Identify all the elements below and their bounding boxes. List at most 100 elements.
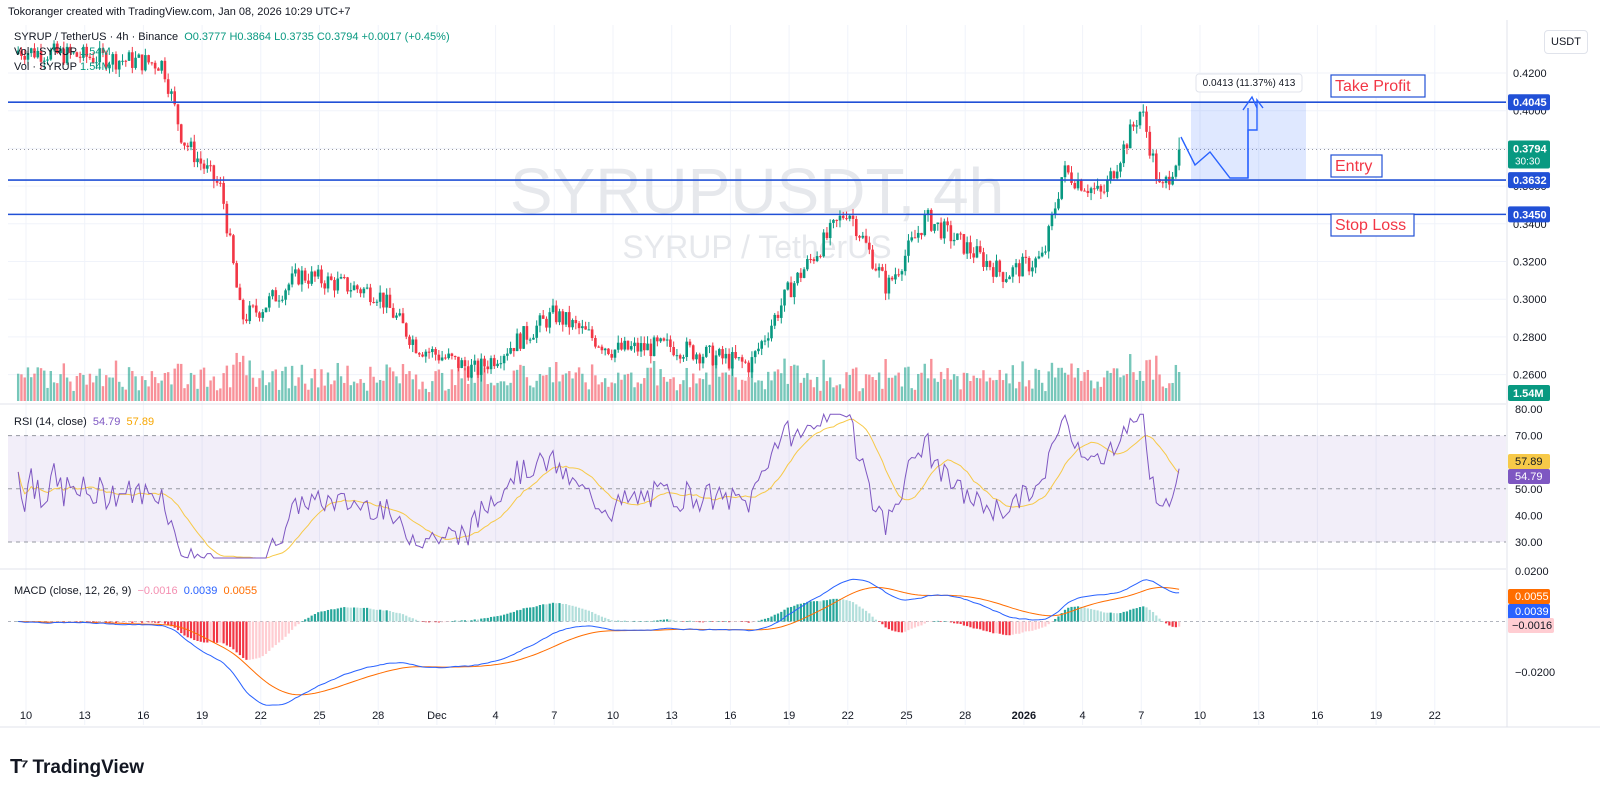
macd-hist-bar [1034, 621, 1037, 630]
volume-bar [225, 365, 229, 401]
volume-bar [408, 371, 411, 401]
volume-bar [1135, 379, 1138, 401]
candle-body [134, 57, 137, 68]
volume-bar [88, 373, 92, 401]
rsi-ma-line [17, 418, 1180, 559]
volume-bar [633, 387, 636, 401]
volume-bar [1021, 361, 1024, 401]
volume-bar [936, 381, 940, 401]
volume-bar [349, 385, 353, 401]
volume-bar [1171, 382, 1174, 401]
macd-hist-bar [643, 621, 646, 622]
candle-body [649, 343, 653, 357]
volume-bar [1073, 377, 1076, 401]
macd-hist-bar [930, 621, 933, 622]
candle-body [356, 285, 359, 290]
volume-bars [16, 352, 1181, 401]
macd-hist-bar [669, 619, 672, 622]
candle-body [796, 272, 799, 284]
rsi-ma-value: 57.89 [126, 416, 155, 428]
candle-body [241, 299, 245, 320]
macd-hist-bar [483, 618, 486, 622]
macd-hist-bar [382, 610, 385, 622]
candle-body [629, 346, 633, 350]
macd-hist-bar [878, 621, 881, 623]
macd-hist-bar [209, 621, 212, 643]
macd-hist-bar [760, 619, 763, 622]
volume-bar [219, 388, 222, 401]
macd-hist-bar [349, 607, 352, 622]
candle-body [936, 222, 940, 225]
candle-body [431, 349, 434, 353]
macd-hist-bar [336, 608, 339, 622]
macd-tick: 0.0200 [1515, 566, 1549, 578]
macd-hist-bar [437, 621, 440, 623]
price-tick: 0.2600 [1513, 370, 1547, 382]
macd-hist-bar [359, 607, 362, 622]
rsi-line [17, 412, 1180, 559]
candle-body [1034, 258, 1037, 268]
candle-body [910, 237, 914, 241]
candle-body [219, 182, 222, 184]
candle-body [1021, 256, 1024, 277]
volume-bar [352, 381, 356, 401]
macd-hist-bar [137, 621, 140, 623]
candle-body [1132, 124, 1135, 127]
candle-body [923, 214, 927, 236]
rsi-ma-tag-text: 57.89 [1515, 456, 1543, 468]
volume-bar [1177, 371, 1181, 401]
tradingview-logo[interactable]: T⁷ TradingView [10, 756, 144, 779]
volume-bar [388, 367, 392, 401]
macd-hist-bar [398, 613, 401, 622]
candle-body [584, 326, 587, 330]
candle-body [251, 305, 255, 307]
level-label-box [1330, 154, 1383, 178]
candle-body [111, 54, 115, 65]
volume-bar [95, 375, 98, 401]
level-price-tag [1508, 206, 1550, 223]
macd-hist-bar [127, 621, 131, 623]
macd-hist-bar [134, 621, 137, 623]
macd-hist-bar [763, 618, 767, 622]
macd-signal-tag-text: 0.0055 [1515, 591, 1549, 603]
macd-hist-bar [101, 621, 105, 622]
candle-body [871, 249, 874, 269]
macd-hist-bar [721, 621, 724, 622]
macd-hist-bar [910, 621, 913, 629]
macd-hist-bar [897, 621, 900, 633]
macd-hist-bar [366, 607, 369, 622]
rsi-tag-text: 54.79 [1515, 471, 1543, 483]
candle-body [956, 233, 959, 240]
candle-body [473, 360, 477, 365]
currency-button[interactable]: USDT [1544, 30, 1588, 54]
volume-bar [421, 381, 424, 401]
candle-body [783, 289, 786, 306]
volume-bar [672, 377, 675, 401]
candle-body [437, 354, 441, 361]
volume-bar [23, 377, 26, 401]
volume-tag-text: 1.54M [1513, 388, 1544, 400]
volume-bar [72, 390, 75, 401]
candle-body [776, 314, 780, 318]
candle-body [108, 64, 111, 69]
volume-bar [467, 383, 470, 401]
candle-body [59, 48, 62, 53]
candle-body [271, 290, 274, 297]
candle-body [515, 333, 519, 352]
macd-hist-bar [858, 606, 861, 622]
volume-bar [460, 378, 463, 401]
candle-body [297, 269, 300, 285]
macd-hist-bar [281, 621, 284, 640]
macd-hist-bar [284, 621, 287, 637]
macd-hist-bar [767, 617, 770, 622]
macd-hist-bar [108, 621, 111, 624]
macd-hist-bar [727, 621, 731, 623]
volume-bar [701, 379, 705, 401]
macd-hist-bar [150, 621, 153, 623]
candle-body [29, 48, 33, 54]
volume-bar [972, 375, 975, 401]
volume-bar [551, 382, 555, 401]
candle-body [864, 235, 868, 243]
candle-body [1083, 190, 1086, 192]
